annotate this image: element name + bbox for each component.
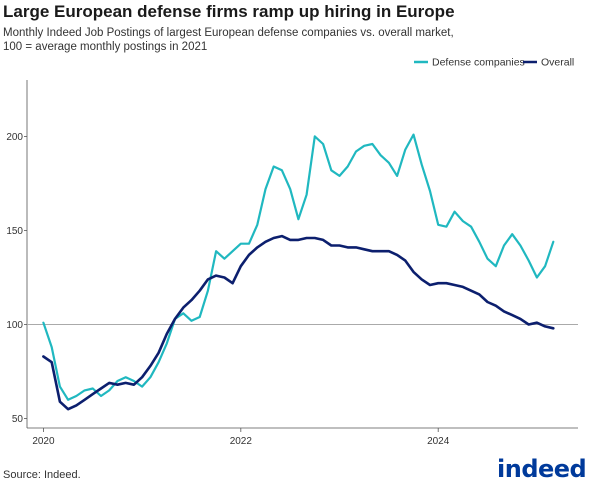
y-tick-label: 50 [12, 414, 24, 425]
chart-subtitle: Monthly Indeed Job Postings of largest E… [3, 27, 454, 53]
x-tick-label: 2024 [427, 436, 450, 447]
legend-label: Overall [541, 57, 574, 69]
indeed-logo: indeed [497, 455, 587, 483]
x-tick-label: 2020 [32, 436, 55, 447]
x-tick-label: 2022 [230, 436, 253, 447]
chart-title: Large European defense firms ramp up hir… [3, 2, 455, 21]
series-line-defense-companies [42, 133, 555, 401]
y-tick-label: 200 [6, 132, 23, 143]
series-line-overall [42, 234, 555, 411]
y-tick-label: 150 [6, 226, 23, 237]
legend-label: Defense companies [432, 57, 525, 69]
y-tick-label: 100 [6, 320, 23, 331]
source-note: Source: Indeed. [3, 469, 81, 481]
